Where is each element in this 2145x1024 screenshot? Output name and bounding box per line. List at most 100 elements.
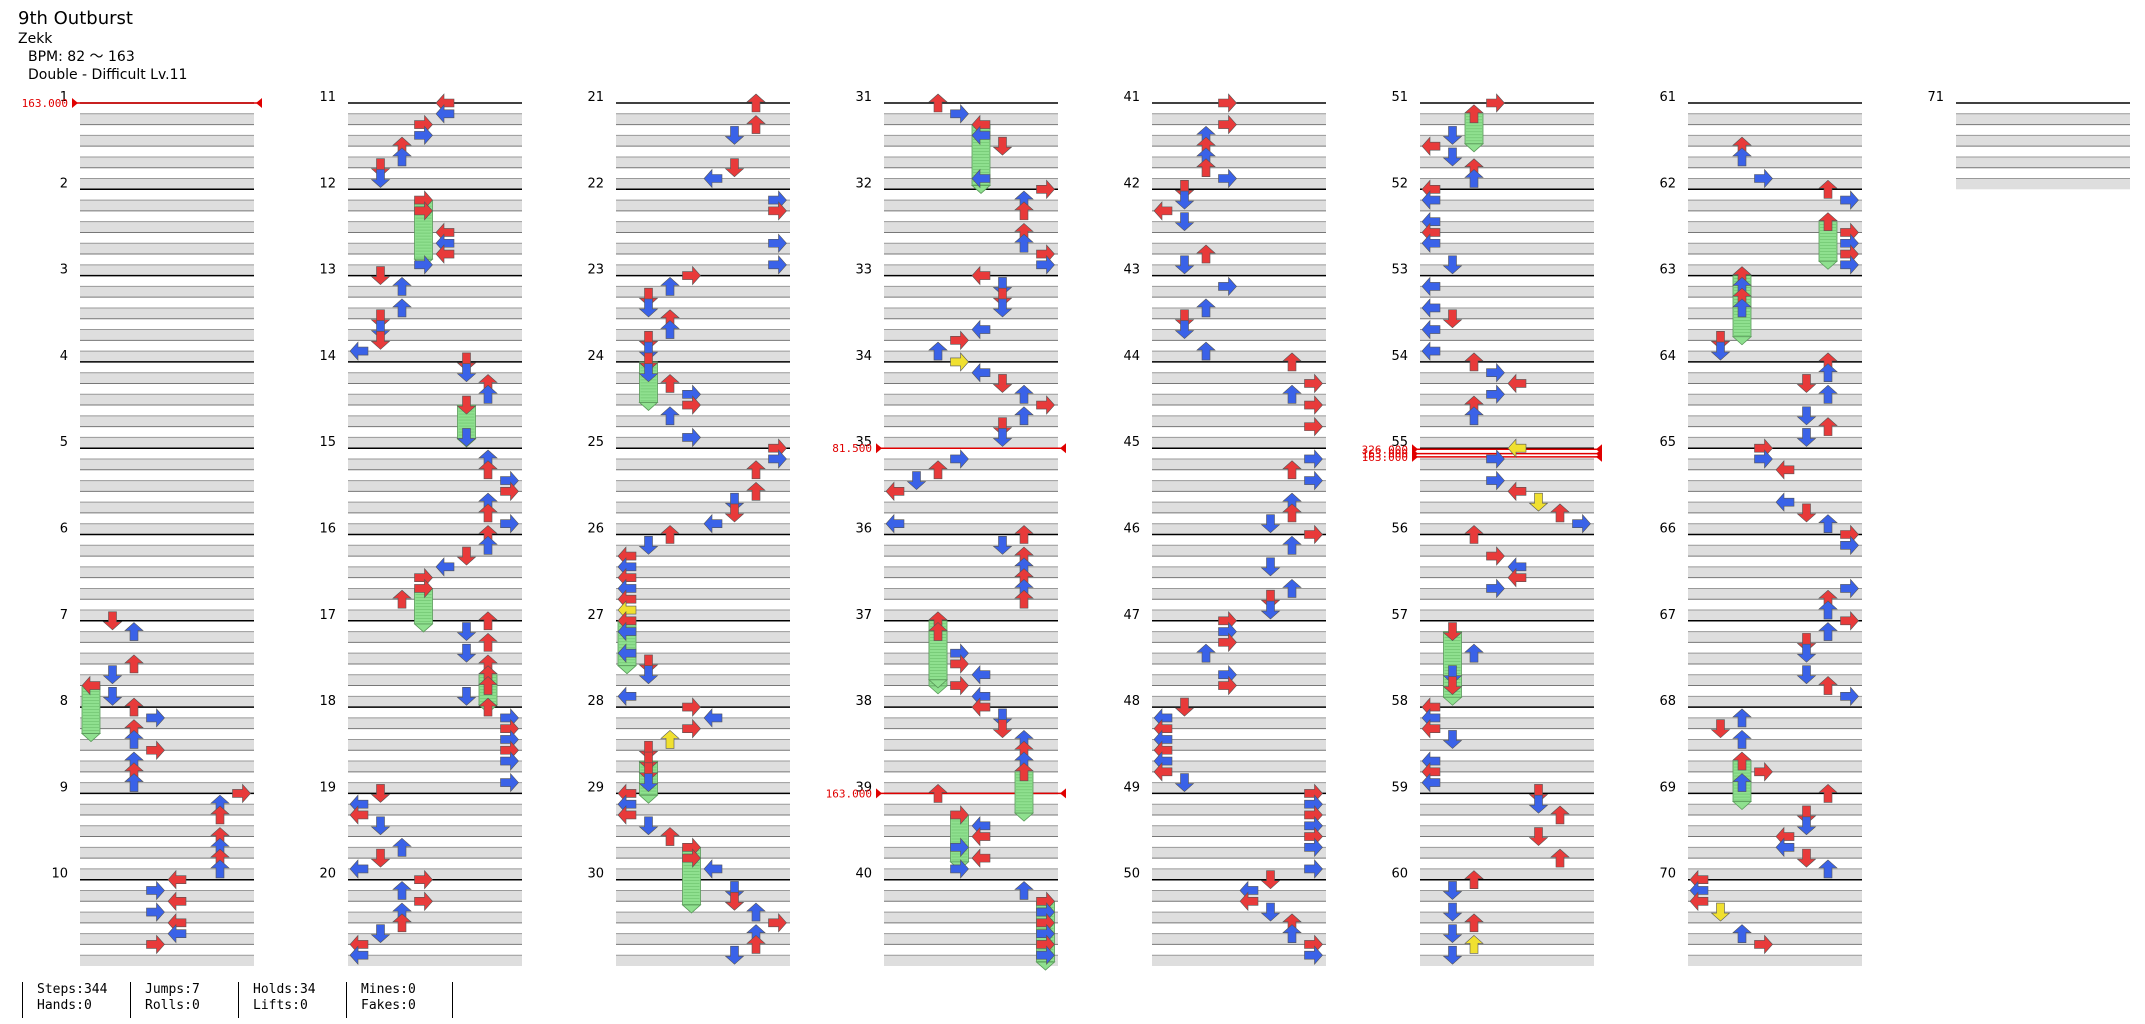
beat-stripe xyxy=(1152,523,1326,535)
step-arrow-up xyxy=(1014,384,1034,404)
beat-stripe xyxy=(884,415,1058,427)
beat-stripe xyxy=(884,674,1058,686)
step-arrow-down xyxy=(638,331,659,350)
step-arrow-down xyxy=(102,611,123,631)
hold-tail xyxy=(681,904,702,914)
arrow-shape xyxy=(1036,395,1055,415)
hold-tail xyxy=(1731,801,1753,811)
step-arrow-down xyxy=(992,535,1013,555)
beat-stripe xyxy=(1688,868,1862,880)
beat-stripe xyxy=(616,674,790,686)
measure-32: 32 xyxy=(855,176,1058,276)
hold-tail xyxy=(970,185,992,195)
step-arrow-left xyxy=(349,805,369,825)
step-arrow-left xyxy=(1775,459,1795,480)
step-arrow-down xyxy=(1710,719,1731,739)
arrow-shape xyxy=(1818,676,1838,695)
measure-71: 71 xyxy=(1927,90,2130,190)
arrow-shape xyxy=(349,859,369,879)
step-arrow-up xyxy=(1282,535,1302,555)
beat-stripe xyxy=(616,523,790,535)
beat-stripe xyxy=(884,696,1058,708)
arrow-shape xyxy=(1421,718,1441,739)
hold-tail xyxy=(638,794,659,804)
beat-stripe xyxy=(80,307,254,319)
step-arrow-right xyxy=(1218,276,1237,297)
beat-stripe xyxy=(348,847,522,859)
step-arrow-down xyxy=(370,924,391,944)
step-arrow-left xyxy=(971,168,991,189)
beat-stripe xyxy=(80,868,254,880)
bpm-end-tick xyxy=(1060,788,1066,799)
beat-stripe xyxy=(348,437,522,449)
step-arrow-up xyxy=(1282,579,1302,598)
arrow-shape xyxy=(1732,708,1752,728)
beat-stripe xyxy=(1420,480,1594,492)
measure-number: 70 xyxy=(1659,867,1676,882)
step-arrow-left xyxy=(1421,718,1441,739)
step-arrow-right xyxy=(1840,611,1859,631)
beat-stripe xyxy=(80,502,254,513)
beat-stripe xyxy=(1688,113,1862,125)
measure-69: 69 xyxy=(1659,780,1862,880)
step-arrow-up xyxy=(1196,643,1216,663)
bpm-label: 163.000 xyxy=(1362,448,1408,461)
arrow-shape xyxy=(1442,945,1463,965)
hold-note xyxy=(927,631,949,689)
step-arrow-down xyxy=(1442,622,1463,641)
arrow-shape xyxy=(478,676,498,695)
arrow-shape xyxy=(1442,309,1463,329)
beat-stripe xyxy=(1420,286,1594,298)
step-arrow-up xyxy=(1014,233,1034,253)
beat-stripe xyxy=(1420,566,1594,578)
beat-stripe xyxy=(348,394,522,406)
beat-stripe xyxy=(80,717,254,729)
beat-stripe xyxy=(884,566,1058,578)
step-arrow-up xyxy=(1282,924,1302,943)
arrow-shape xyxy=(660,730,680,749)
arrow-shape xyxy=(1486,449,1505,469)
beat-stripe xyxy=(80,653,254,664)
measure-43: 43 xyxy=(1123,263,1326,362)
step-arrow-up xyxy=(1014,201,1034,221)
arrow-shape xyxy=(392,589,412,609)
song-header: 9th Outburst Zekk BPM: 82 ～ 163 Double -… xyxy=(18,8,187,84)
step-arrow-left xyxy=(81,675,101,696)
measure-10: 10 xyxy=(51,867,254,966)
measure-number: 64 xyxy=(1659,349,1676,364)
step-arrow-down xyxy=(724,945,745,965)
measure-number: 19 xyxy=(319,780,336,795)
hold-tail xyxy=(80,733,102,743)
arrow-shape xyxy=(146,708,165,728)
beat-stripe xyxy=(616,933,790,945)
arrow-shape xyxy=(1304,524,1323,545)
beat-stripe xyxy=(80,523,254,535)
step-arrow-left xyxy=(1775,837,1795,858)
step-arrow-down xyxy=(724,503,745,523)
step-arrow-up xyxy=(1464,935,1484,954)
step-arrow-up xyxy=(660,374,680,393)
arrow-shape xyxy=(1282,460,1302,480)
arrow-shape xyxy=(638,352,659,372)
measure-30: 30 xyxy=(587,867,790,966)
step-arrow-down xyxy=(456,395,477,415)
step-arrow-right xyxy=(950,352,969,372)
step-arrow-up xyxy=(392,298,412,318)
measure-47: 47 xyxy=(1123,608,1326,708)
measure-12: 12 xyxy=(319,176,522,276)
beat-stripe xyxy=(1420,696,1594,708)
step-arrow-up xyxy=(478,697,498,717)
beat-stripe xyxy=(616,156,790,168)
arrow-shape xyxy=(456,622,477,641)
step-arrow-right xyxy=(682,265,701,286)
arrow-shape xyxy=(1014,881,1034,900)
step-arrow-right xyxy=(1036,179,1055,200)
arrow-shape xyxy=(724,492,745,512)
beat-stripe xyxy=(1420,394,1594,406)
beat-stripe xyxy=(884,329,1058,341)
step-arrow-down xyxy=(456,643,477,663)
arrow-shape xyxy=(456,395,477,415)
beat-stripe xyxy=(1688,933,1862,945)
arrow-shape xyxy=(724,126,745,145)
arrow-shape xyxy=(370,320,391,339)
